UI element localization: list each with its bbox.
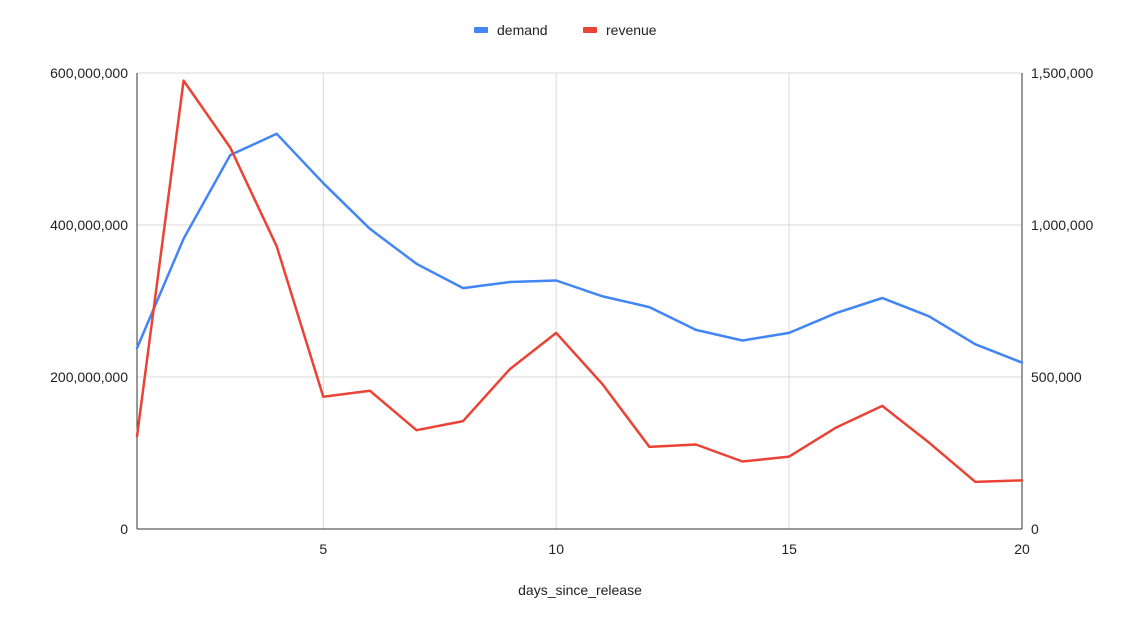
left-y-tick-label: 600,000,000 [50,65,128,81]
legend-item-demand[interactable]: demand [474,22,548,38]
x-tick-label: 5 [319,541,327,557]
left-y-tick-label: 0 [120,521,128,537]
right-y-tick-label: 500,000 [1031,369,1082,385]
x-tick-label: 15 [781,541,797,557]
right-y-tick-label: 0 [1031,521,1039,537]
series-line-demand [135,132,1024,364]
x-axis-title: days_since_release [518,582,642,598]
x-tick-label: 10 [548,541,564,557]
legend-item-revenue[interactable]: revenue [583,22,657,38]
x-tick-label: 20 [1014,541,1030,557]
right-y-tick-label: 1,000,000 [1031,217,1093,233]
axes: 0 200,000,000 400,000,000 600,000,000 0 500,0… [50,65,1093,557]
legend-label: revenue [606,22,657,38]
left-y-tick-label: 200,000,000 [50,369,128,385]
legend-label: demand [497,22,548,38]
legend-swatch [583,27,597,33]
series-lines [135,79,1024,484]
legend: demand revenue [474,22,657,38]
series-line-revenue [135,79,1024,484]
left-y-tick-label: 400,000,000 [50,217,128,233]
right-y-tick-label: 1,500,000 [1031,65,1093,81]
legend-swatch [474,27,488,33]
